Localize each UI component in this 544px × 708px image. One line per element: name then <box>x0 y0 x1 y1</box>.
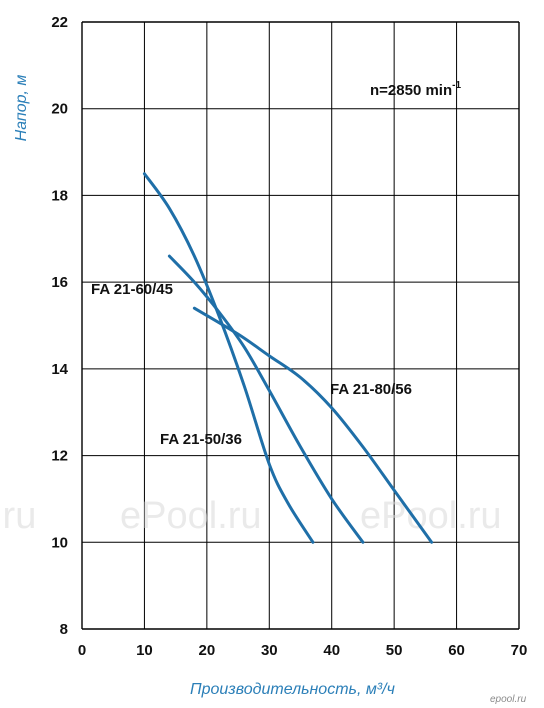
y-tick-label: 20 <box>51 101 68 118</box>
y-tick-label: 14 <box>51 361 68 378</box>
watermarks: .ru ePool.ru ePool.ru epool.ru <box>0 495 527 705</box>
series-label-fa21-60-45: FA 21-60/45 <box>91 281 173 298</box>
x-tick-label: 40 <box>323 642 340 659</box>
x-tick-labels: 0 10 20 30 40 50 60 70 <box>78 642 528 659</box>
y-tick-label: 18 <box>51 187 68 204</box>
x-tick-label: 70 <box>511 642 528 659</box>
x-tick-label: 50 <box>386 642 403 659</box>
y-tick-label: 8 <box>60 621 68 638</box>
series-lines <box>142 172 434 544</box>
grid <box>81 21 520 630</box>
x-axis-title: Производительность, м³/ч <box>190 681 395 698</box>
y-tick-label: 10 <box>51 534 68 551</box>
y-tick-label: 12 <box>51 448 68 465</box>
y-tick-label: 16 <box>51 274 68 291</box>
series-line-2 <box>167 254 365 544</box>
y-tick-labels: 8 10 12 14 16 18 20 22 <box>51 14 68 638</box>
series-line-3 <box>192 306 434 544</box>
watermark-2: ePool.ru <box>120 495 262 537</box>
series-label-fa21-50-36: FA 21-50/36 <box>160 431 242 448</box>
watermark-corner: epool.ru <box>490 694 527 705</box>
series-label-fa21-80-56: FA 21-80/56 <box>330 381 412 398</box>
speed-annotation: n=2850 min-1 <box>370 80 461 99</box>
x-tick-label: 0 <box>78 642 86 659</box>
x-tick-label: 30 <box>261 642 278 659</box>
x-tick-label: 60 <box>448 642 465 659</box>
watermark-3: ePool.ru <box>360 495 502 537</box>
watermark-1: .ru <box>0 495 36 537</box>
x-tick-label: 20 <box>199 642 216 659</box>
series-line-1 <box>142 172 315 544</box>
x-tick-label: 10 <box>136 642 153 659</box>
y-tick-label: 22 <box>51 14 68 31</box>
y-axis-title: Напор, м <box>13 75 30 142</box>
